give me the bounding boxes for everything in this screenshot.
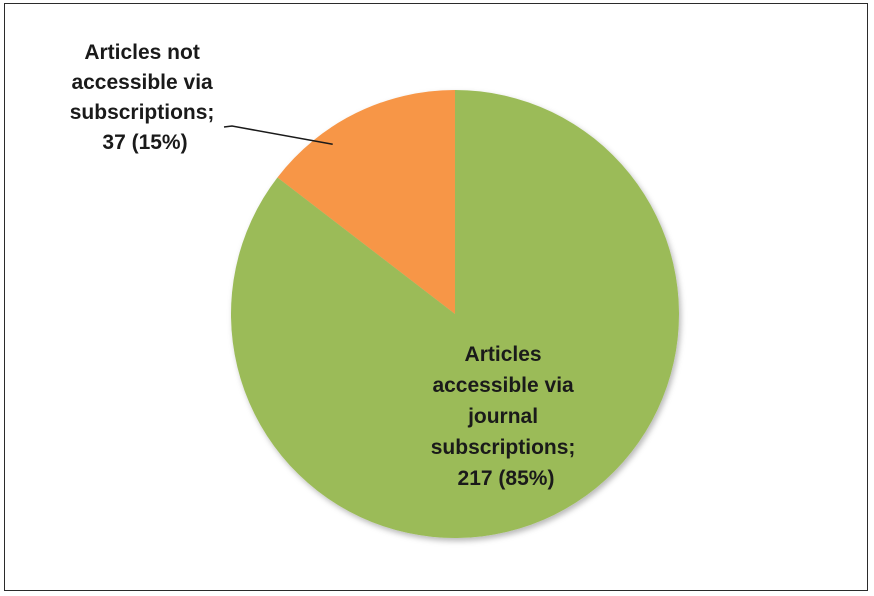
label-line: accessible via [71, 71, 213, 94]
slice-label-not-accessible: Articles not accessible via subscription… [70, 41, 221, 154]
label-line: accessible via [432, 374, 574, 397]
label-line: 37 (15%) [102, 131, 187, 154]
label-line: subscriptions; [70, 101, 215, 124]
slice-label-accessible: Articles accessible via journal subscrip… [431, 343, 582, 490]
pie-slice-accessible [231, 90, 680, 539]
label-line: Articles not [84, 41, 200, 64]
leader-line [223, 125, 333, 146]
label-line: journal [467, 405, 538, 428]
label-line: 217 (85%) [458, 467, 555, 490]
pie-slice-not-accessible [277, 90, 455, 314]
label-line: Articles [465, 343, 542, 366]
label-line: subscriptions; [431, 436, 576, 459]
pie-slices [231, 90, 680, 539]
